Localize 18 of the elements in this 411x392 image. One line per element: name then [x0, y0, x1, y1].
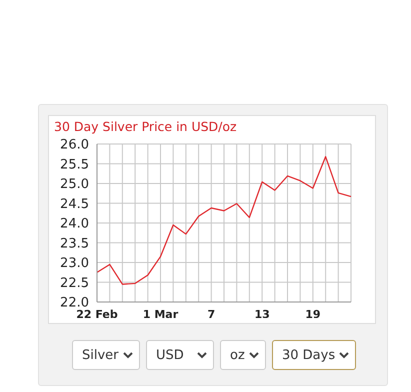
y-tick-label: 26.0 — [60, 138, 89, 153]
y-tick-label: 25.0 — [60, 177, 89, 192]
y-tick-label: 23.0 — [60, 256, 89, 272]
text: oz — [230, 348, 245, 362]
x-tick-label: 1 Mar — [142, 308, 179, 321]
y-tick-label: 23.5 — [60, 236, 89, 252]
line-series — [96, 156, 352, 285]
chart-title: 30 Day Silver Price in USD/oz — [54, 119, 237, 134]
text: 30 Days — [282, 348, 336, 362]
text: Silver — [82, 348, 119, 362]
y-tick-label: 22.5 — [60, 276, 89, 291]
y-tick-label: 24.5 — [60, 196, 89, 212]
x-tick-label: 13 — [254, 308, 270, 321]
text: USD — [156, 348, 184, 362]
x-tick-label: 7 — [207, 308, 216, 321]
y-tick-label: 25.5 — [60, 157, 89, 172]
x-tick-label: 19 — [305, 308, 321, 321]
y-tick-label: 24.0 — [60, 216, 89, 232]
